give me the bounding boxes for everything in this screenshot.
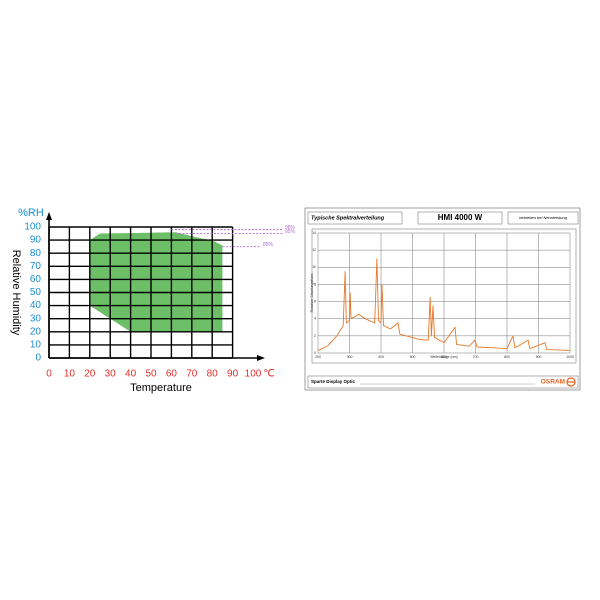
header-box <box>307 211 403 225</box>
x-tick-label: 200 <box>315 355 321 359</box>
x-axis-arrow <box>257 355 265 361</box>
y-tick-label: 90 <box>30 235 42 246</box>
x-tick-label: 20 <box>84 369 96 380</box>
y-tick-label: 6 <box>314 299 316 303</box>
y-tick-label: 60 <box>30 274 42 285</box>
y-tick-label: 10 <box>312 265 316 269</box>
y-tick-label: 12 <box>312 248 316 252</box>
y-tick-label: 0 <box>314 351 316 355</box>
chart-note: betrieben bei Nennleistung <box>519 215 567 220</box>
x-tick-label: 10 <box>64 369 76 380</box>
y-tick-label: 20 <box>30 326 42 337</box>
y-tick-label: 80 <box>30 248 42 259</box>
x-tick-label: 1000 <box>566 355 574 359</box>
x-tick-label: 70 <box>186 369 198 380</box>
humidity-region <box>89 232 223 332</box>
x-tick-label: 90 <box>227 369 239 380</box>
x-tick-label: 300 <box>347 355 353 359</box>
reference-label: 85% <box>263 242 274 248</box>
y-tick-label: 8 <box>314 282 316 286</box>
y-tick-label: 0 <box>35 353 41 364</box>
x-tick-label: 900 <box>536 355 542 359</box>
header-box <box>507 211 579 225</box>
x-tick-label: 700 <box>473 355 479 359</box>
y-tick-label: 30 <box>30 313 42 324</box>
spectrum-line <box>317 258 571 351</box>
footer-box <box>307 375 579 389</box>
y-axis-label: Relativer Strahlungsfluss <box>310 273 314 312</box>
header-box <box>417 211 503 225</box>
x-tick-label: 500 <box>410 355 416 359</box>
x-tick-label: 40 <box>125 369 137 380</box>
brand-name: OSRAM <box>541 379 565 386</box>
y-tick-label: 14 <box>312 231 316 235</box>
x-tick-label: 30 <box>105 369 117 380</box>
chart-subtitle: Typische Spektralverteilung <box>311 215 385 221</box>
y-unit-label: %RH <box>18 207 44 219</box>
y-tick-label: 2 <box>314 334 316 338</box>
x-axis-label: Wellenlänge (nm) <box>430 355 457 359</box>
x-axis-label: Temperature <box>130 382 192 394</box>
y-tick-label: 4 <box>314 317 316 321</box>
x-tick-label: 80 <box>207 369 219 380</box>
y-tick-label: 100 <box>24 222 41 233</box>
footer-text: Sparte Display Optic <box>311 379 356 384</box>
x-tick-label: 400 <box>378 355 384 359</box>
x-tick-label: 800 <box>504 355 510 359</box>
reference-label: 95% <box>285 229 296 235</box>
x-tick-label: 0 <box>46 369 52 380</box>
y-tick-label: 40 <box>30 300 42 311</box>
x-tick-label: 50 <box>145 369 157 380</box>
x-tick-label: 60 <box>166 369 178 380</box>
x-unit-label: ℃ <box>263 369 274 380</box>
reference-label: 98% <box>285 225 296 231</box>
y-tick-label: 70 <box>30 261 42 272</box>
chart-title: HMI 4000 W <box>438 213 483 222</box>
y-tick-label: 10 <box>30 340 42 351</box>
y-axis-label: Relative Humidity <box>10 250 22 336</box>
x-tick-label: 100 <box>245 369 262 380</box>
x-tick-label: 600 <box>441 355 447 359</box>
y-axis-arrow <box>46 212 52 220</box>
y-tick-label: 50 <box>30 287 42 298</box>
